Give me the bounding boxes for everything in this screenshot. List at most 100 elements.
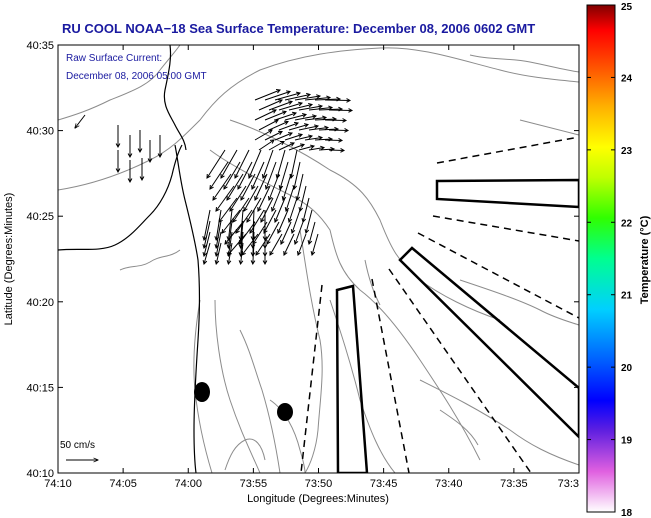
current-vector [268,121,289,131]
current-vector [296,173,304,201]
current-vector [280,221,292,245]
transect-box-south [335,284,369,473]
current-vector [324,139,343,141]
current-vector-head [308,134,314,140]
current-vector [297,233,307,256]
current-vector-head [238,260,244,266]
current-vector-head [226,260,232,266]
current-vector-head [308,102,314,108]
x-tick-label: 73:55 [240,478,268,490]
current-vector [298,105,323,111]
current-vector-head [206,173,211,179]
current-vector-head [299,143,305,148]
current-vector [318,128,339,131]
current-vector [240,231,244,257]
current-vector-head [297,101,303,107]
current-vector [291,209,301,234]
current-vector [314,118,337,121]
current-vector [264,91,291,101]
current-vector-head [209,184,214,190]
current-vector [264,111,287,121]
current-vector [268,173,280,201]
current-vector [294,221,304,245]
current-vector [311,233,319,256]
current-vector-head [212,195,217,201]
current-vector-head [275,89,281,94]
current-vector-head [202,259,208,266]
current-vector [282,173,292,201]
current-vector-head [280,239,285,245]
colorbar-tick-label: 24 [621,73,633,84]
current-vector [203,231,211,257]
current-vector-head [310,250,316,257]
current-vector [288,104,313,111]
current-vector-head [221,228,226,234]
current-vector [209,161,229,190]
current-vector [265,161,277,190]
current-vector [240,209,244,241]
current-vector-head [295,91,302,97]
current-vector [274,197,286,223]
current-vector-head [297,133,303,138]
x-axis-label: Longitude (Degrees:Minutes) [247,493,389,505]
current-vector [308,107,333,111]
current-vector-head [309,144,316,150]
current-vector-head [274,217,279,223]
current-vector [220,149,238,179]
current-vector [294,95,321,101]
current-vector [284,94,311,101]
current-vector [284,134,303,141]
current-vector-head [277,99,283,104]
current-vector-head [262,260,268,266]
current-vector [248,149,262,179]
current-vector [232,197,250,223]
current-vector [254,129,273,141]
boundary-polygons [335,178,579,473]
current-vector-head [249,228,254,234]
current-vector [263,209,277,234]
current-vector [234,149,250,179]
current-vector-head [271,206,276,212]
current-vector-head [287,132,293,137]
current-vector-head [127,153,133,159]
colorbar-tick-label: 25 [621,2,633,13]
current-vector [206,149,226,179]
current-vector [314,98,341,101]
current-vector-head [304,228,310,235]
x-tick-label: 73:50 [305,478,333,490]
current-vector [294,115,317,121]
x-tick-label: 73:3 [558,478,579,490]
current-vector [290,149,298,179]
current-vector-head [316,94,322,99]
current-vector-head [220,173,225,179]
current-vector [308,147,325,151]
current-vector-head [248,173,253,179]
figure-title: RU COOL NOAA−18 Sea Surface Temperature:… [62,21,535,36]
current-vector-head [264,184,270,190]
current-vector [215,220,222,249]
current-vector-head [293,121,299,127]
current-vector-head [344,128,350,133]
current-vector-head [255,250,260,256]
current-vector [218,197,238,223]
current-vector [227,242,233,265]
current-vector [254,173,268,201]
current-vector-head [318,135,324,141]
colorbar-tick-label: 23 [621,146,633,157]
current-vector [274,132,293,141]
current-vector-head [328,105,334,111]
current-vector-head [202,244,208,250]
current-vector-head [157,153,163,159]
current-vector-head [318,104,324,109]
current-vector [240,242,244,265]
colorbar-tick-label: 18 [621,508,633,518]
current-vector [258,139,275,151]
current-vector-head [295,196,301,202]
current-vector-head [277,228,282,234]
current-vector-head [284,206,290,212]
x-axis: 74:10 74:05 74:00 73:55 73:50 73:45 73:40 73:35… [44,45,580,490]
y-axis: 40:35 40:30 40:25 40:20 40:15 40:10 [26,40,579,480]
current-vector-head [348,108,354,113]
current-vector-head [271,109,277,114]
